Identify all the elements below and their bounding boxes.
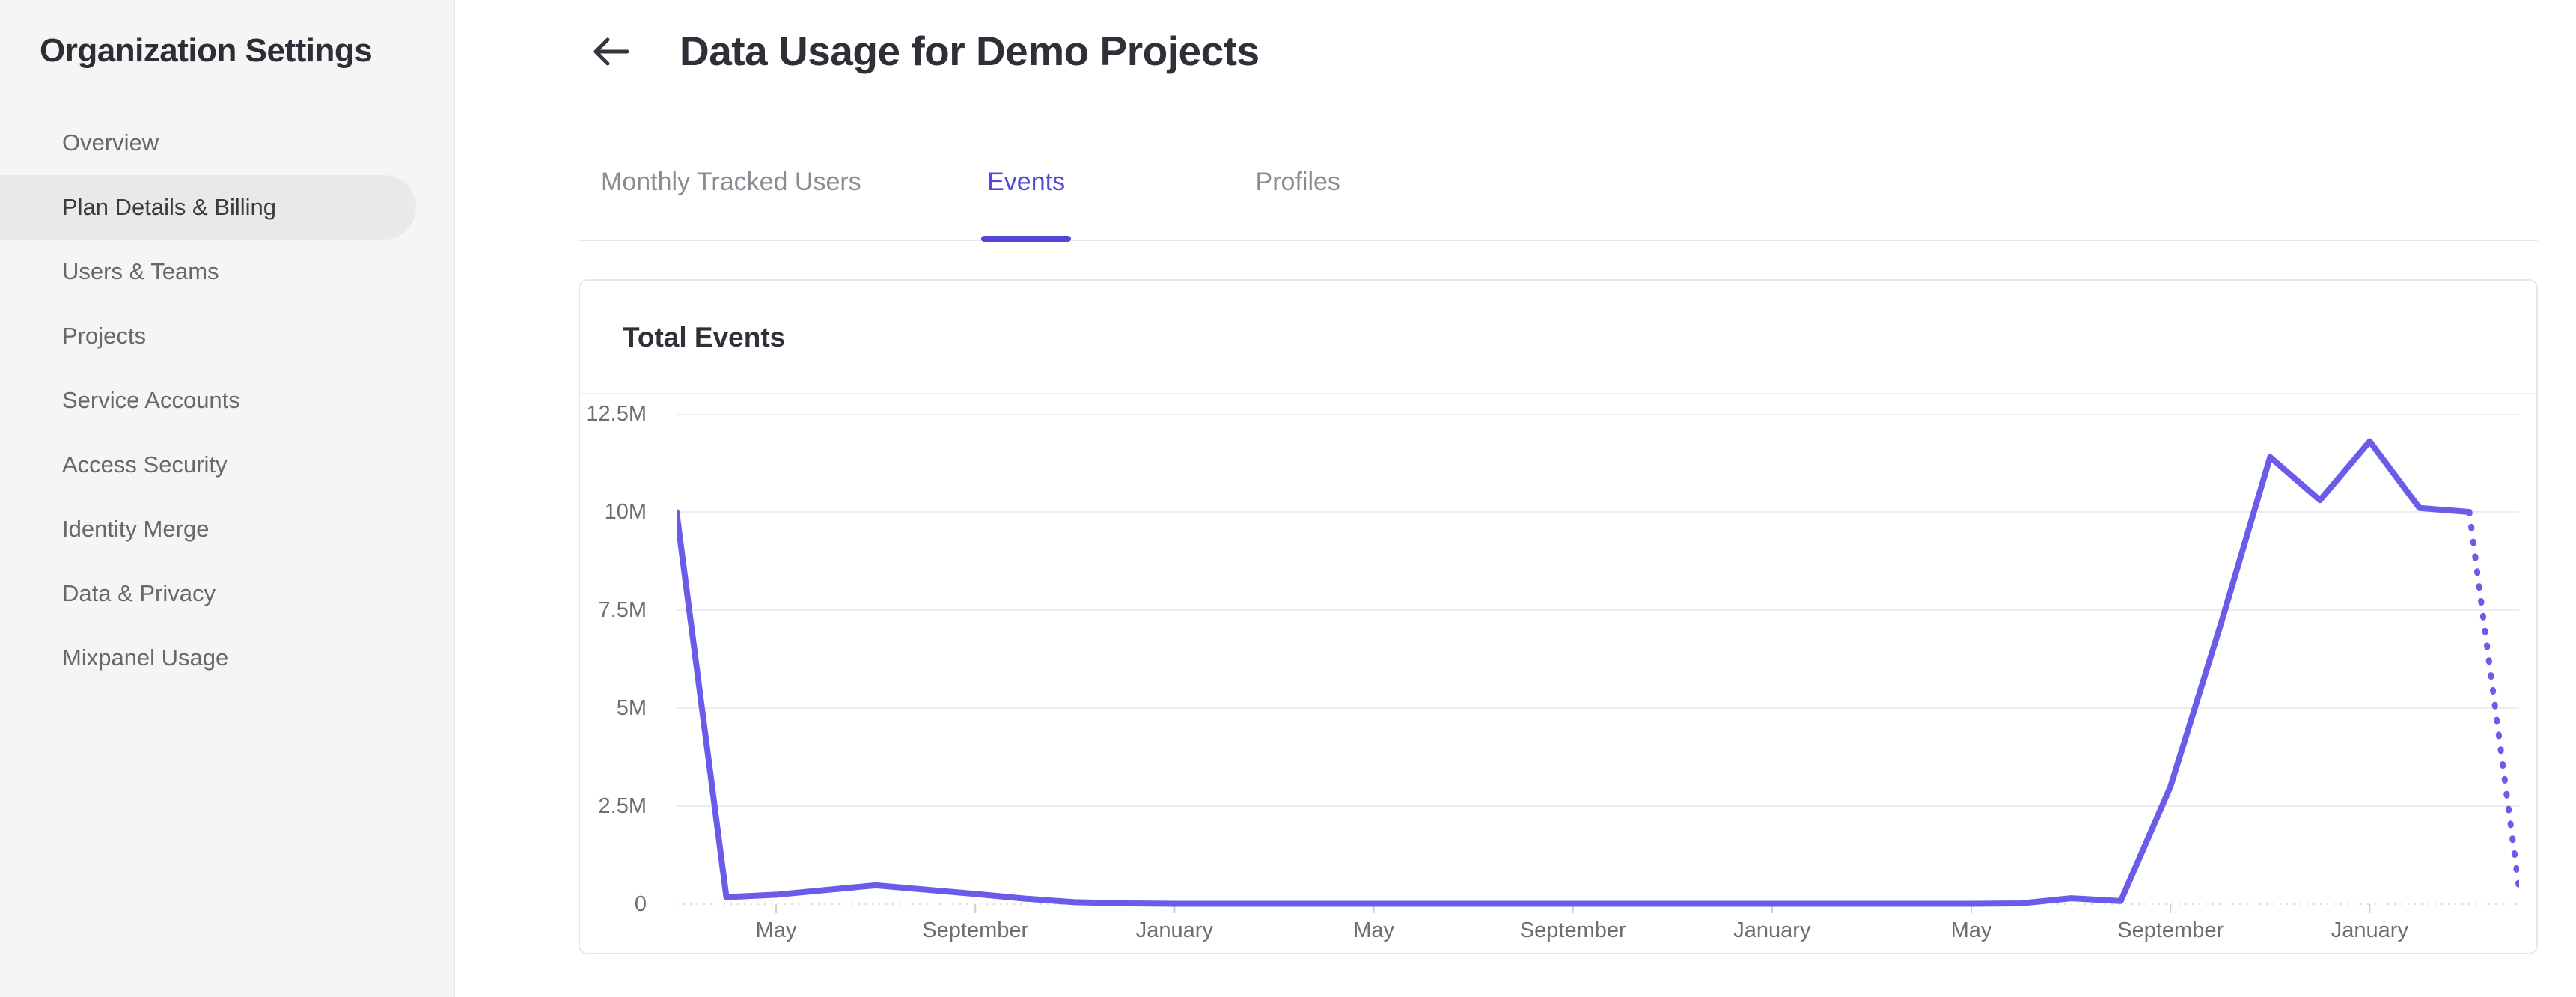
y-axis-label: 5M xyxy=(616,696,647,720)
page-title: Data Usage for Demo Projects xyxy=(680,28,1260,74)
sidebar-title: Organization Settings xyxy=(40,32,373,69)
total-events-card: Total Events 12.5M 10M 7.5M 5M 2.5M 0 May Septe… xyxy=(579,279,2538,954)
tab-monthly-tracked-users[interactable]: Monthly Tracked Users xyxy=(601,168,861,196)
x-axis-label: September xyxy=(922,918,1029,942)
events-line-chart xyxy=(677,414,2519,913)
sidebar-item-identity-merge[interactable]: Identity Merge xyxy=(62,516,210,542)
back-button[interactable] xyxy=(582,24,639,81)
tab-profiles[interactable]: Profiles xyxy=(1255,168,1340,196)
x-axis-label: September xyxy=(2117,918,2224,942)
y-axis-label: 0 xyxy=(634,892,647,916)
total-events-line xyxy=(677,438,2473,907)
events-chart-area: 12.5M 10M 7.5M 5M 2.5M 0 May September January Ma… xyxy=(580,394,2536,953)
sidebar-item-data-privacy[interactable]: Data & Privacy xyxy=(62,580,216,606)
sidebar-item-overview[interactable]: Overview xyxy=(62,129,159,156)
x-axis-label: May xyxy=(755,918,797,942)
x-axis-label: January xyxy=(1135,918,1213,942)
y-axis-label: 7.5M xyxy=(598,598,647,622)
y-axis-label: 10M xyxy=(604,500,647,524)
sidebar-item-mixpanel-usage[interactable]: Mixpanel Usage xyxy=(62,644,229,671)
sidebar-nav: Overview Plan Details & Billing Users & … xyxy=(0,111,454,690)
y-axis-label: 2.5M xyxy=(598,794,647,818)
x-axis-label: September xyxy=(1519,918,1626,942)
left-arrow-icon xyxy=(591,34,630,72)
x-axis-label: January xyxy=(2331,918,2408,942)
x-axis-label: May xyxy=(1353,918,1394,942)
sidebar-item-access-security[interactable]: Access Security xyxy=(62,451,228,478)
tab-events[interactable]: Events xyxy=(981,165,1072,242)
sidebar: Organization Settings Overview Plan Deta… xyxy=(0,0,455,997)
tab-bar: Monthly Tracked Users Events Profiles xyxy=(578,153,2538,242)
sidebar-item-service-accounts[interactable]: Service Accounts xyxy=(62,387,240,413)
sidebar-item-plan-details-billing[interactable]: Plan Details & Billing xyxy=(0,175,416,240)
card-divider xyxy=(580,393,2536,394)
total-events-projection-dotted-line xyxy=(2466,509,2519,892)
sidebar-item-users-teams[interactable]: Users & Teams xyxy=(62,258,219,284)
y-axis-label: 12.5M xyxy=(586,402,647,426)
sidebar-item-projects[interactable]: Projects xyxy=(62,323,146,349)
chart-title: Total Events xyxy=(623,322,786,353)
x-axis-label: May xyxy=(1950,918,1992,942)
x-axis-label: January xyxy=(1733,918,1811,942)
